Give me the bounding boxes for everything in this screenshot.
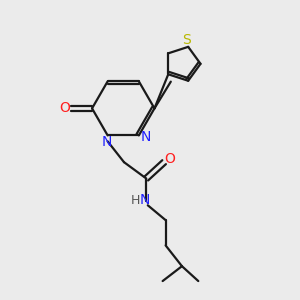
Text: N: N <box>140 193 150 207</box>
Text: N: N <box>140 130 151 144</box>
Text: O: O <box>59 101 70 116</box>
Text: O: O <box>165 152 176 166</box>
Text: S: S <box>182 33 191 47</box>
Text: H: H <box>131 194 141 207</box>
Text: N: N <box>102 135 112 149</box>
